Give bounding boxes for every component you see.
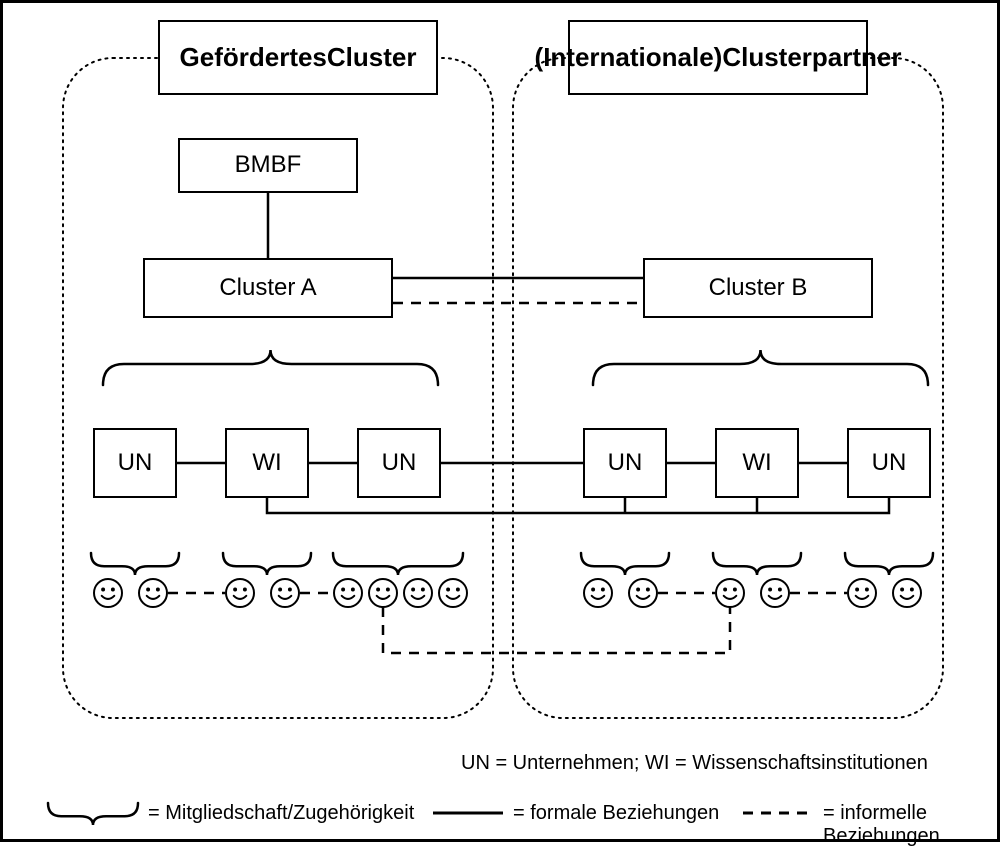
node-b_un1: UN xyxy=(583,428,667,498)
node-cluster-b: Cluster B xyxy=(643,258,873,318)
diagram-svg xyxy=(3,3,1000,845)
title-right: (Internationale)Clusterpartner xyxy=(568,20,868,95)
legend-solid: = formale Beziehungen xyxy=(513,802,719,825)
node-a_wi: WI xyxy=(225,428,309,498)
node-cluster-a: Cluster A xyxy=(143,258,393,318)
legend-dashed: = informelle Beziehungen xyxy=(823,802,997,848)
node-a_un2: UN xyxy=(357,428,441,498)
node-a_un1: UN xyxy=(93,428,177,498)
title-left: GefördertesCluster xyxy=(158,20,438,95)
node-b_un2: UN xyxy=(847,428,931,498)
legend-brace: = Mitgliedschaft/Zugehörigkeit xyxy=(148,802,414,825)
legend-abbrev: UN = Unternehmen; WI = Wissenschaftsinst… xyxy=(461,752,928,775)
node-bmbf: BMBF xyxy=(178,138,358,193)
diagram-frame: GefördertesCluster (Internationale)Cluste… xyxy=(0,0,1000,842)
node-b_wi: WI xyxy=(715,428,799,498)
